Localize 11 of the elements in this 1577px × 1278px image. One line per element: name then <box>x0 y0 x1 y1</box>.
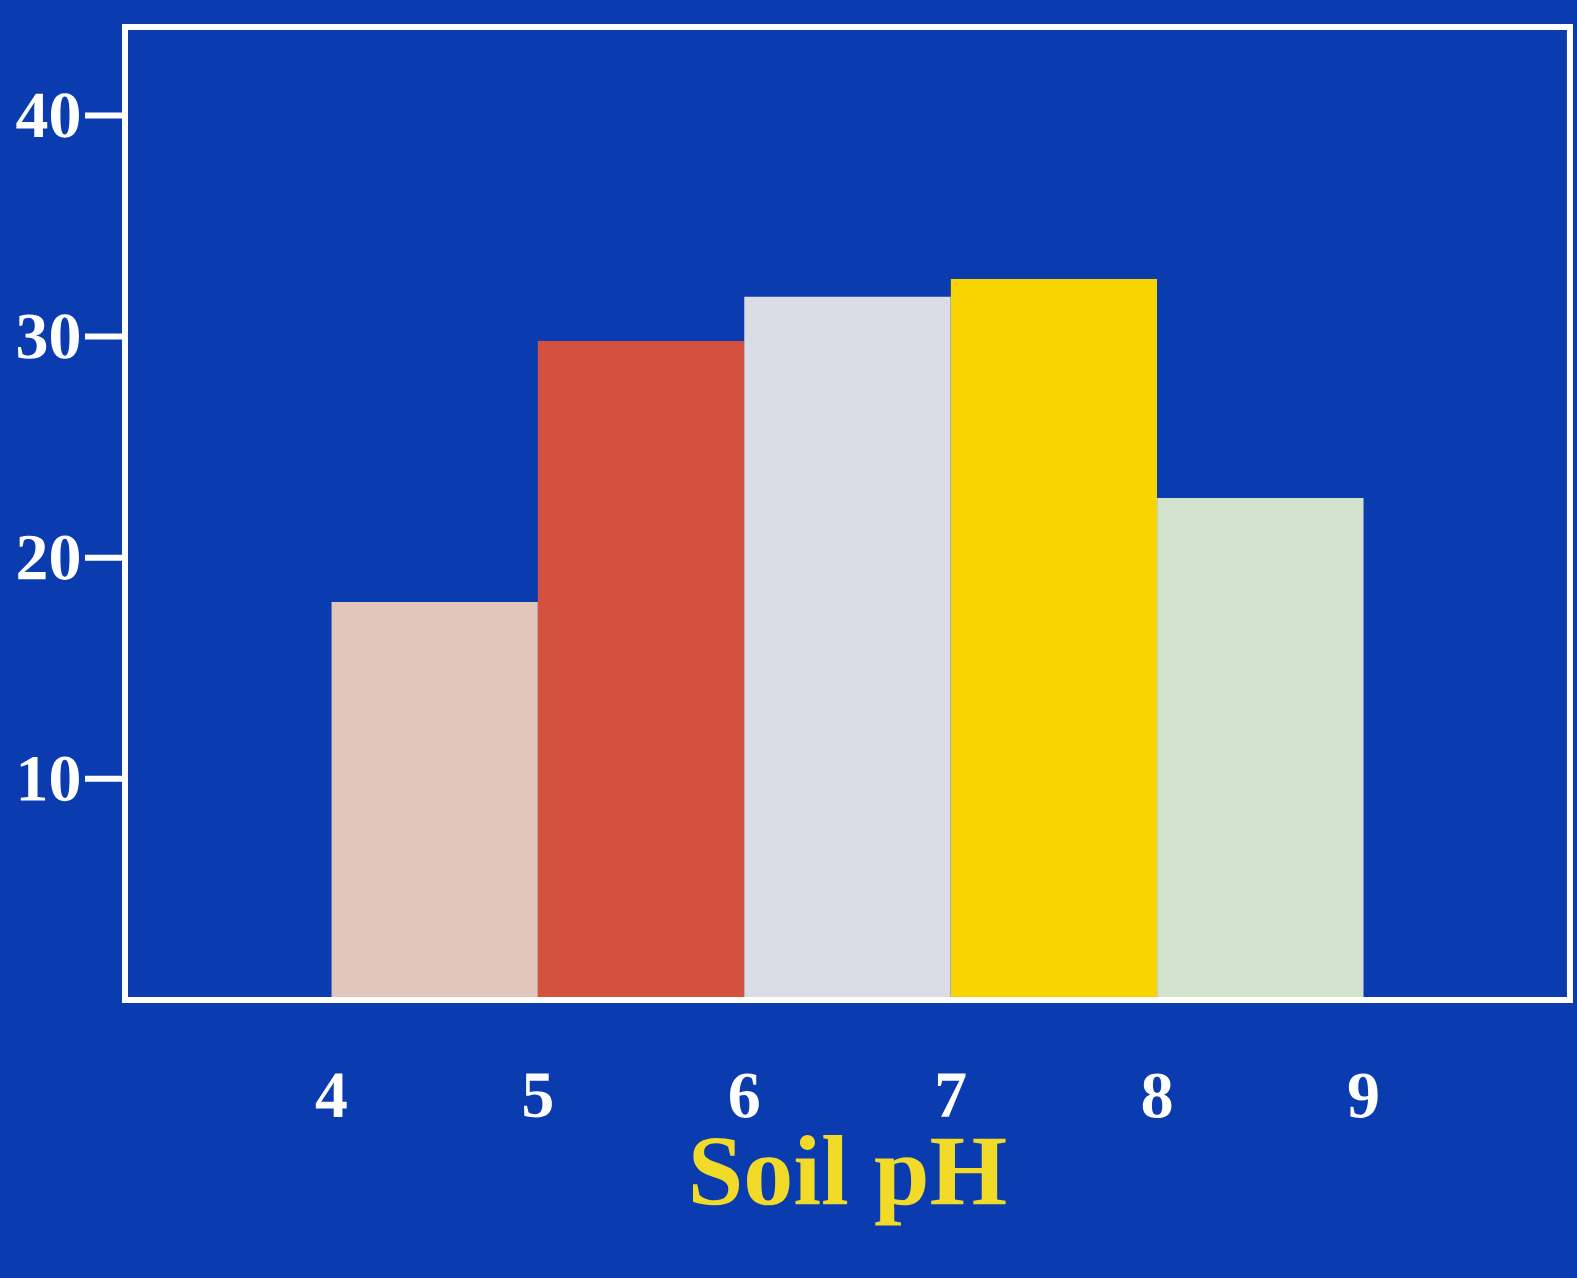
x-tick-label: 4 <box>315 1073 347 1117</box>
y-tick-label: 30 <box>17 314 79 359</box>
x-tick-label: 9 <box>1348 1073 1378 1118</box>
x-tick-label: 7 <box>937 1073 966 1117</box>
y-tick-label: 10 <box>20 756 79 802</box>
x-axis-title: Soil pH <box>693 1134 1006 1226</box>
y-tick-label: 20 <box>18 535 79 580</box>
x-tick-label: 5 <box>523 1073 552 1118</box>
y-tick-label: 40 <box>16 93 79 138</box>
x-tick-label: 8 <box>1142 1073 1172 1119</box>
x-tick-label: 6 <box>730 1073 759 1118</box>
